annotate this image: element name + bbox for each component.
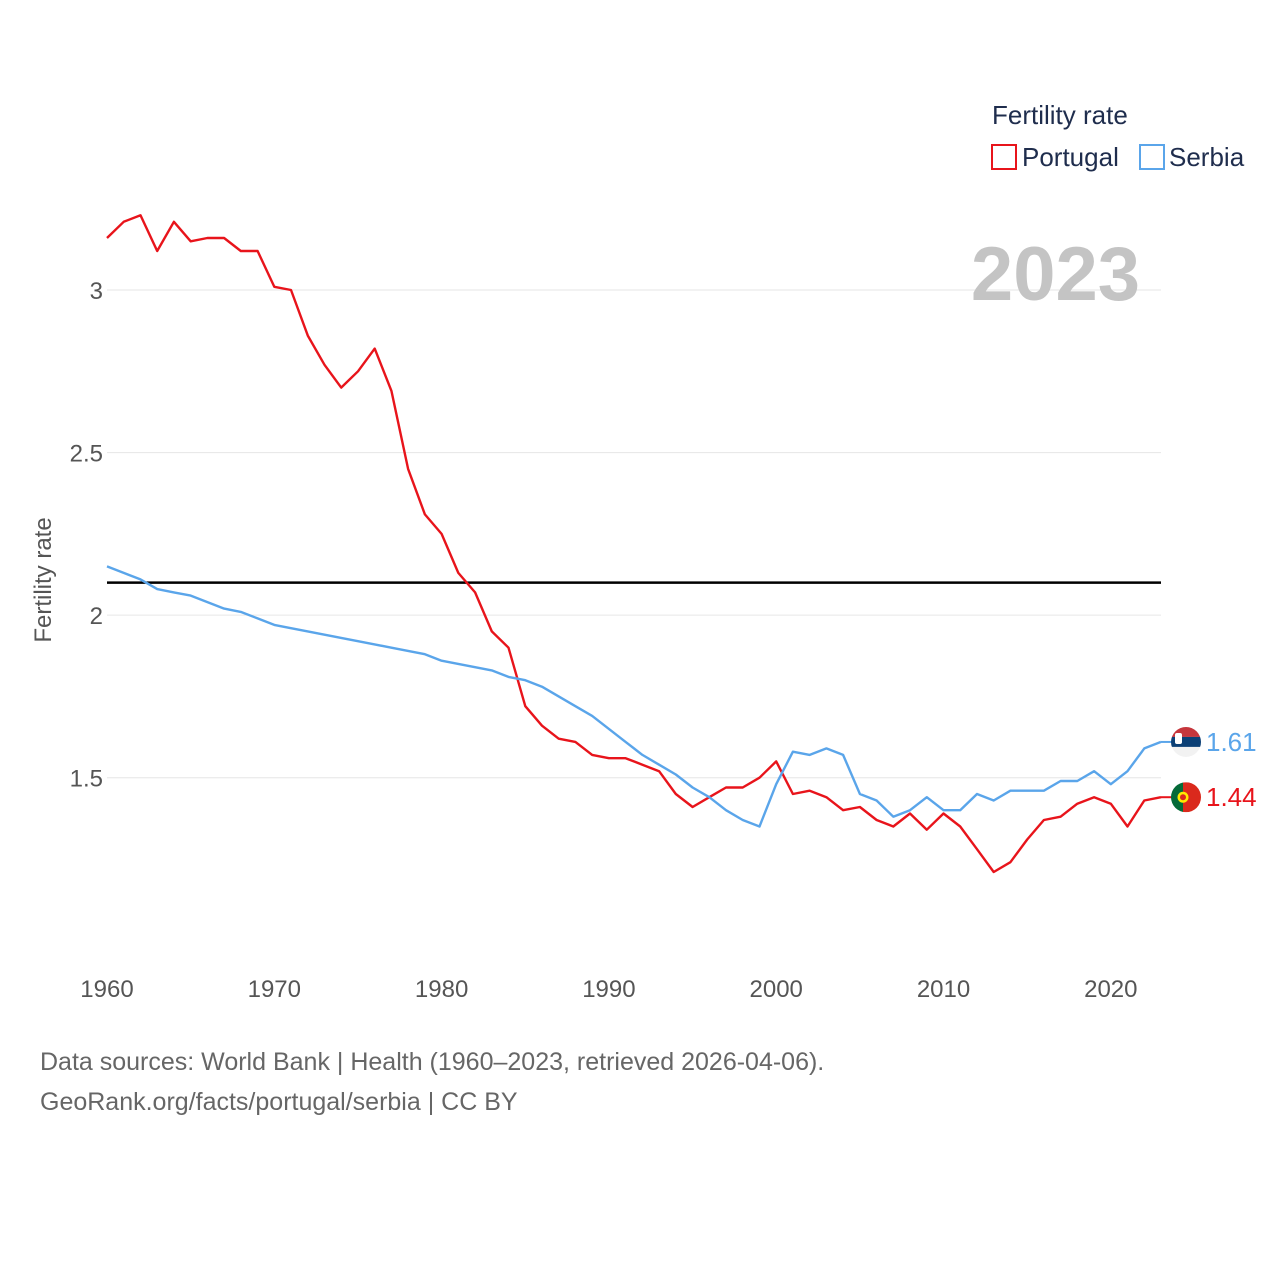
- series-lines: [106, 214, 1162, 874]
- y-tick-label: 2: [90, 603, 103, 630]
- x-tick-label: 2010: [917, 976, 970, 1003]
- y-tick-label: 3: [90, 278, 103, 305]
- current-year-label: 2023: [971, 232, 1140, 317]
- y-axis-ticks: 1.5 2 2.5 3: [70, 278, 103, 793]
- x-tick-label: 2020: [1084, 976, 1137, 1003]
- x-tick-label: 1990: [582, 976, 635, 1003]
- end-markers: 1.44 1.61: [1161, 726, 1257, 813]
- series-line-serbia[interactable]: [106, 565, 1162, 828]
- x-tick-label: 2000: [750, 976, 803, 1003]
- source-line-1: Data sources: World Bank | Health (1960–…: [40, 1048, 825, 1076]
- source-line-2[interactable]: GeoRank.org/facts/portugal/serbia | CC B…: [40, 1088, 518, 1116]
- portugal-flag-icon: [1171, 782, 1201, 813]
- legend-swatch-serbia: [1139, 144, 1165, 170]
- y-tick-label: 1.5: [70, 766, 103, 793]
- end-value-label-serbia: 1.61: [1206, 727, 1257, 757]
- y-axis-title: Fertility rate: [30, 517, 57, 642]
- legend-label-serbia: Serbia: [1169, 142, 1245, 172]
- end-value-label-portugal: 1.44: [1206, 782, 1257, 812]
- series-line-portugal[interactable]: [106, 214, 1162, 874]
- legend-item-portugal[interactable]: Portugal: [991, 142, 1119, 172]
- y-tick-label: 2.5: [70, 441, 103, 468]
- x-tick-label: 1960: [80, 976, 133, 1003]
- legend-title: Fertility rate: [992, 100, 1128, 130]
- legend-item-serbia[interactable]: Serbia: [1139, 142, 1245, 172]
- serbia-flag-icon: [1171, 726, 1201, 757]
- source-attribution: Data sources: World Bank | Health (1960–…: [40, 1042, 824, 1122]
- x-tick-label: 1970: [248, 976, 301, 1003]
- legend-label-portugal: Portugal: [1022, 142, 1119, 172]
- x-axis-ticks: 1960 1970 1980 1990 2000 2010 2020: [80, 976, 1137, 1003]
- legend-swatch-portugal: [991, 144, 1017, 170]
- gridlines: [107, 289, 1161, 779]
- legend: Fertility rate Portugal Serbia: [991, 100, 1245, 172]
- x-tick-label: 1980: [415, 976, 468, 1003]
